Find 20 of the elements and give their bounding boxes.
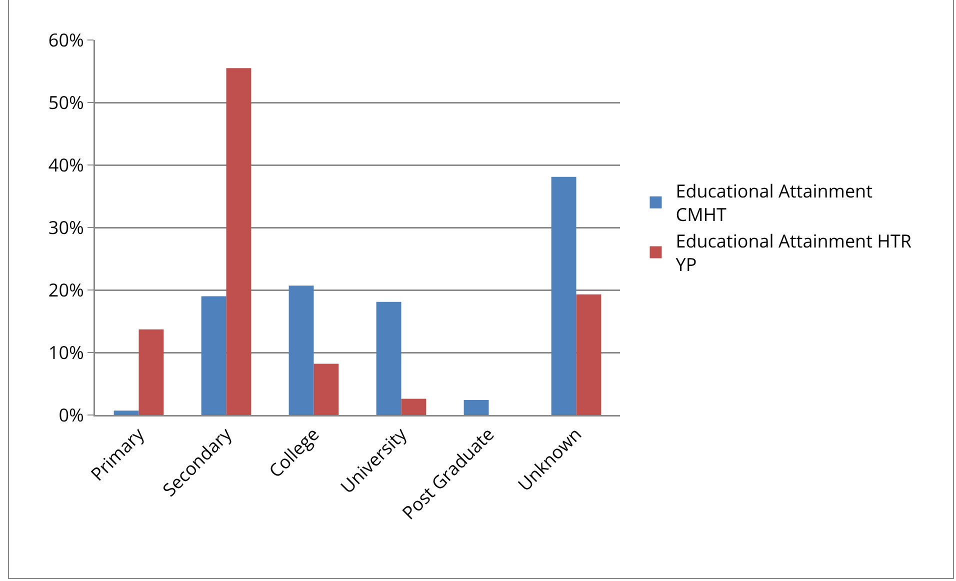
y-tick-label: 40% — [48, 153, 84, 178]
bar — [138, 329, 164, 415]
bar — [288, 286, 314, 415]
bar — [314, 364, 339, 415]
bar — [201, 296, 226, 415]
bar — [376, 302, 402, 415]
y-tick-label: 20% — [48, 278, 84, 302]
bar — [576, 294, 602, 415]
legend-label: Educational Attainment HTR YP — [676, 230, 912, 277]
y-tick-label: 50% — [48, 90, 84, 115]
legend-label: Educational Attainment CMHT — [676, 180, 873, 228]
bar — [114, 410, 139, 415]
bar — [226, 68, 252, 415]
y-tick-label: 0% — [58, 403, 84, 428]
bar — [464, 400, 489, 415]
y-tick-label: 30% — [48, 216, 84, 240]
y-tick-label: 10% — [48, 340, 84, 365]
bar — [551, 176, 576, 415]
y-tick-label: 60% — [48, 28, 84, 52]
bar — [401, 398, 426, 415]
